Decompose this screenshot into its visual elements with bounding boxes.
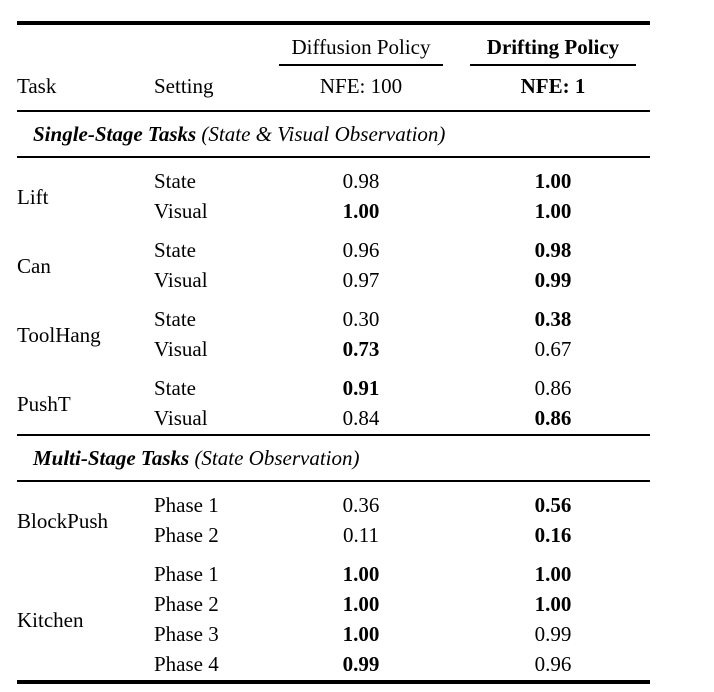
drifting-policy-rule [469,64,637,66]
drift-value-cell: 0.98 [534,238,572,262]
dp-value-cell: 0.11 [343,523,379,547]
setting-cell: State [154,238,196,262]
table-row: Phase 2 0.11 0.16 [17,520,650,551]
section-header-single-stage: Single-Stage Tasks (State & Visual Obser… [17,110,650,158]
dp-value-cell: 0.98 [342,169,380,193]
diffusion-policy-header: Diffusion Policy [266,23,456,66]
drift-value-cell: 0.16 [534,523,572,547]
drift-value-cell: 0.56 [534,493,572,517]
drift-value-cell: 0.99 [534,268,572,292]
dp-value-cell: 0.96 [342,238,380,262]
task-group-kitchen: Kitchen Phase 1 1.00 1.00 Phase 2 1.00 1… [17,551,650,682]
drift-value-cell: 1.00 [534,592,572,616]
table-row: PushT State 0.91 0.86 [17,365,650,416]
diffusion-policy-label: Diffusion Policy [291,35,431,59]
method-header-row: Diffusion Policy Drifting Policy [17,23,650,66]
drift-value-cell: 0.67 [534,337,572,361]
table-header: Diffusion Policy Drifting Policy Task Se… [17,23,650,111]
setting-cell: Phase 4 [154,652,219,676]
table-row: BlockPush Phase 1 0.36 0.56 [17,481,650,533]
drift-value-cell: 0.96 [534,652,572,676]
dp-value-cell: 1.00 [342,562,380,586]
results-table: Diffusion Policy Drifting Policy Task Se… [17,21,650,684]
section-title-row: Multi-Stage Tasks (State Observation) [17,434,650,482]
table-row: Visual 0.97 0.99 [17,265,650,296]
table-row: Visual 0.73 0.67 [17,334,650,365]
task-group-can: Can State 0.96 0.98 Visual 0.97 0.99 [17,227,650,296]
section-subtitle: (State Observation) [194,446,360,470]
task-group-lift: Lift State 0.98 1.00 Visual 1.00 1.00 [17,157,650,227]
task-cell-can: Can [17,253,51,278]
nfe-100-header: NFE: 100 [319,74,403,98]
drifting-policy-header: Drifting Policy [456,23,650,66]
dp-value-cell: 1.00 [342,592,380,616]
table-row: Phase 2 1.00 1.00 [17,589,650,619]
setting-cell: State [154,169,196,193]
section-header-multi-stage: Multi-Stage Tasks (State Observation) [17,434,650,482]
table-row: Phase 4 0.99 0.96 [17,649,650,682]
setting-cell: Visual [154,337,208,361]
drift-value-cell: 0.86 [534,376,572,400]
dp-value-cell: 0.99 [342,652,380,676]
table-row: Phase 3 1.00 0.99 [17,619,650,649]
setting-cell: Phase 2 [154,592,219,616]
dp-value-cell: 0.30 [342,307,380,331]
setting-column-header: Setting [154,74,214,98]
section-title: Multi-Stage Tasks [33,446,190,470]
drift-value-cell: 0.99 [534,622,572,646]
spacer-cell [17,23,154,66]
section-subtitle: (State & Visual Observation) [201,122,446,146]
drift-value-cell: 0.38 [534,307,572,331]
table-row: Lift State 0.98 1.00 [17,157,650,209]
drifting-policy-label: Drifting Policy [486,35,620,59]
table-row: ToolHang State 0.30 0.38 [17,296,650,347]
setting-cell: State [154,307,196,331]
task-column-header: Task [17,74,57,98]
drift-value-cell: 0.86 [534,406,572,430]
task-cell-kitchen: Kitchen [17,607,84,632]
dp-value-cell: 0.97 [342,268,380,292]
nfe-1-header: NFE: 1 [520,74,586,98]
table-row: Kitchen Phase 1 1.00 1.00 [17,551,650,632]
section-title-cell: Single-Stage Tasks (State & Visual Obser… [17,110,650,158]
dp-value-cell: 1.00 [342,199,380,223]
task-group-pusht: PushT State 0.91 0.86 Visual 0.84 0.86 [17,365,650,435]
dp-value-cell: 0.36 [342,493,380,517]
setting-cell: Visual [154,268,208,292]
section-title: Single-Stage Tasks [33,122,197,146]
drift-value-cell: 1.00 [534,169,572,193]
table-row: Visual 1.00 1.00 [17,196,650,227]
spacer-cell [154,23,266,66]
table-row: Visual 0.84 0.86 [17,403,650,435]
column-header-row: Task Setting NFE: 100 NFE: 1 [17,66,650,111]
setting-cell: Phase 3 [154,622,219,646]
diffusion-policy-rule [279,64,443,66]
section-title-row: Single-Stage Tasks (State & Visual Obser… [17,110,650,158]
task-group-blockpush: BlockPush Phase 1 0.36 0.56 Phase 2 0.11… [17,481,650,551]
dp-value-cell: 0.73 [342,337,380,361]
setting-cell: Visual [154,406,208,430]
setting-cell: Phase 1 [154,562,219,586]
setting-cell: Phase 2 [154,523,219,547]
section-title-cell: Multi-Stage Tasks (State Observation) [17,434,650,482]
dp-value-cell: 1.00 [342,622,380,646]
task-cell-blockpush: BlockPush [17,508,109,533]
task-group-toolhang: ToolHang State 0.30 0.38 Visual 0.73 0.6… [17,296,650,365]
dp-value-cell: 0.84 [342,406,380,430]
task-cell-toolhang: ToolHang [17,322,101,347]
dp-value-cell: 0.91 [342,376,380,400]
drift-value-cell: 1.00 [534,199,572,223]
table-row: Can State 0.96 0.98 [17,227,650,278]
setting-cell: Visual [154,199,208,223]
setting-cell: State [154,376,196,400]
task-cell-lift: Lift [17,184,49,209]
task-cell-pusht: PushT [17,391,71,416]
setting-cell: Phase 1 [154,493,219,517]
drift-value-cell: 1.00 [534,562,572,586]
